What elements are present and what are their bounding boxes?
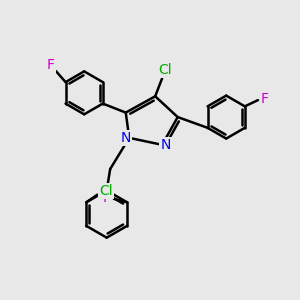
Text: Cl: Cl bbox=[100, 184, 113, 198]
Text: N: N bbox=[160, 138, 171, 152]
Text: F: F bbox=[102, 191, 110, 205]
Text: N: N bbox=[121, 131, 131, 145]
Text: F: F bbox=[261, 92, 269, 106]
Text: F: F bbox=[47, 58, 55, 72]
Text: Cl: Cl bbox=[158, 63, 172, 77]
